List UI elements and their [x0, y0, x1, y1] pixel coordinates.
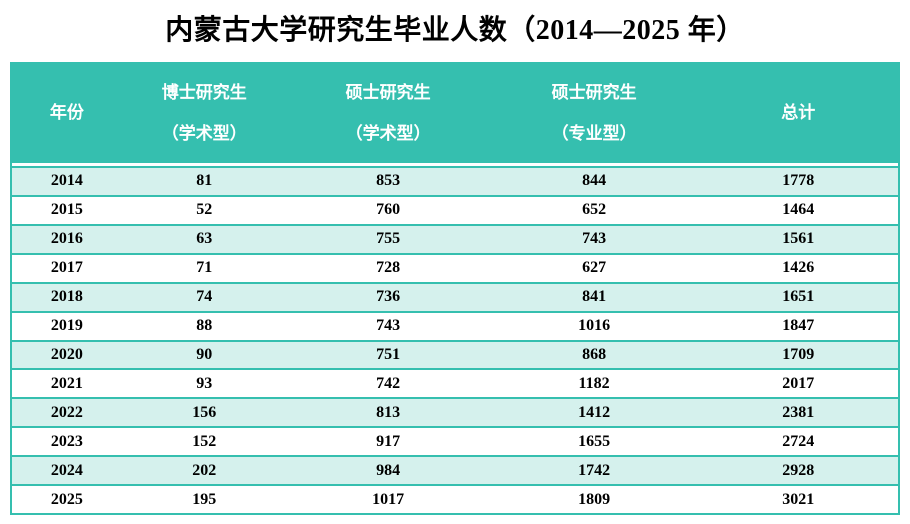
table-cell: 2024 — [50, 461, 83, 479]
table-cell: 1742 — [578, 461, 611, 479]
table-cell: 1809 — [578, 490, 611, 508]
header-cell-master-academic: 硕士研究生 （学术型） — [287, 62, 490, 163]
table-cell: 2020 — [50, 345, 83, 363]
table-cell: 81 — [196, 172, 213, 190]
table-cell: 1561 — [782, 230, 815, 248]
table-cell: 2017 — [782, 374, 815, 392]
table-cell: 74 — [196, 288, 213, 306]
header-cell-master-professional: 硕士研究生 （专业型） — [490, 62, 699, 163]
table-row: 2024 202 984 1742 2928 — [12, 455, 898, 485]
header-label: 总计 — [781, 103, 816, 122]
table-row: 2018 74 736 841 1651 — [12, 281, 898, 311]
table-cell: 984 — [376, 461, 401, 479]
page-title: 内蒙古大学研究生毕业人数（2014—2025 年） — [165, 15, 745, 46]
table-cell: 90 — [196, 345, 213, 363]
table-cell: 2381 — [782, 403, 815, 421]
table-cell: 917 — [376, 432, 401, 450]
table-cell: 2015 — [50, 201, 83, 219]
table-cell: 1412 — [578, 403, 611, 421]
table-cell: 743 — [582, 230, 607, 248]
table-cell: 1017 — [372, 490, 405, 508]
table-row: 2016 63 755 743 1561 — [12, 223, 898, 253]
table-cell: 813 — [376, 403, 401, 421]
table-cell: 2014 — [50, 172, 83, 190]
table-cell: 2724 — [782, 432, 815, 450]
table-cell: 1847 — [782, 317, 815, 335]
table-cell: 2025 — [50, 490, 83, 508]
table-cell: 736 — [376, 288, 401, 306]
graduates-table: 年份 博士研究生 （学术型） 硕士研究生 （学术型） 硕士研究生 （专业型） 总… — [10, 62, 900, 515]
table-cell: 63 — [196, 230, 213, 248]
table-cell: 743 — [376, 317, 401, 335]
table-header-row: 年份 博士研究生 （学术型） 硕士研究生 （学术型） 硕士研究生 （专业型） 总… — [12, 62, 898, 166]
header-cell-year: 年份 — [12, 62, 122, 163]
table-cell: 1426 — [782, 259, 815, 277]
table-cell: 2023 — [50, 432, 83, 450]
table-cell: 1464 — [782, 201, 815, 219]
table-cell: 728 — [376, 259, 401, 277]
table-cell: 1709 — [782, 345, 815, 363]
table-cell: 2019 — [50, 317, 83, 335]
table-cell: 2022 — [50, 403, 83, 421]
table-cell: 1778 — [782, 172, 815, 190]
table-cell: 844 — [582, 172, 607, 190]
header-label-line1: 硕士研究生 — [551, 82, 637, 102]
table-row: 2017 71 728 627 1426 — [12, 252, 898, 282]
table-cell: 652 — [582, 201, 607, 219]
table-cell: 853 — [376, 172, 401, 190]
header-label-line1: 硕士研究生 — [345, 82, 431, 102]
table-row: 2021 93 742 1182 2017 — [12, 368, 898, 398]
table-row: 2019 88 743 1016 1847 — [12, 310, 898, 340]
table-cell: 1016 — [578, 317, 611, 335]
table-cell: 71 — [196, 259, 213, 277]
table-cell: 1182 — [578, 374, 610, 392]
table-cell: 2017 — [50, 259, 83, 277]
table-cell: 88 — [196, 317, 213, 335]
table-cell: 2018 — [50, 288, 83, 306]
table-row: 2020 90 751 868 1709 — [12, 339, 898, 369]
header-label-line1: 博士研究生 — [161, 82, 247, 102]
table-cell: 760 — [376, 201, 401, 219]
table-cell: 751 — [376, 345, 401, 363]
table-row: 2025 195 1017 1809 3021 — [12, 484, 898, 514]
header-label-line2: （学术型） — [161, 123, 247, 143]
table-cell: 156 — [192, 403, 217, 421]
table-cell: 202 — [192, 461, 217, 479]
table-row: 2023 152 917 1655 2724 — [12, 426, 898, 456]
table-cell: 755 — [376, 230, 401, 248]
header-label-line2: （专业型） — [551, 123, 637, 143]
header-cell-total: 总计 — [699, 62, 898, 163]
header-cell-doctoral-academic: 博士研究生 （学术型） — [122, 62, 287, 163]
table-cell: 2016 — [50, 230, 83, 248]
table-cell: 841 — [582, 288, 607, 306]
table-cell: 52 — [196, 201, 213, 219]
table-cell: 868 — [582, 345, 607, 363]
table-cell: 93 — [196, 374, 213, 392]
table-cell: 1651 — [782, 288, 815, 306]
table-cell: 742 — [376, 374, 401, 392]
table-cell: 627 — [582, 259, 607, 277]
table-cell: 195 — [192, 490, 217, 508]
table-cell: 3021 — [782, 490, 815, 508]
header-label-line2: （学术型） — [345, 123, 431, 143]
table-row: 2022 156 813 1412 2381 — [12, 397, 898, 427]
table-cell: 1655 — [578, 432, 611, 450]
table-row: 2014 81 853 844 1778 — [12, 166, 898, 195]
table-body: 2014 81 853 844 1778 2015 52 760 652 1464 2016 63 75… — [12, 166, 898, 514]
table-cell: 2928 — [782, 461, 815, 479]
table-cell: 2021 — [50, 374, 83, 392]
table-row: 2015 52 760 652 1464 — [12, 194, 898, 224]
header-label: 年份 — [49, 103, 84, 122]
table-cell: 152 — [192, 432, 217, 450]
